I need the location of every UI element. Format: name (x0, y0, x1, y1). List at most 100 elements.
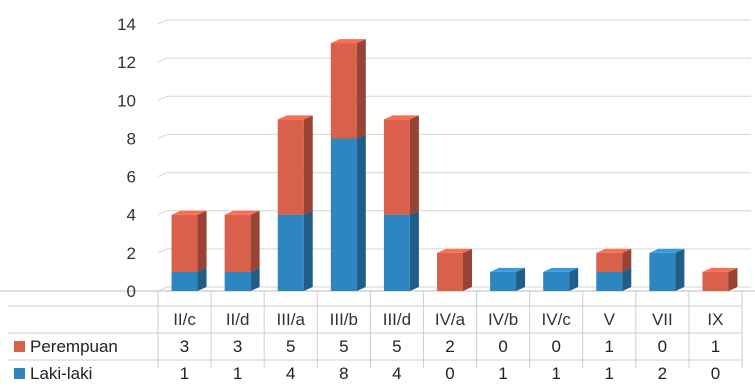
legend-perempuan: Perempuan (14, 337, 118, 356)
table-cell-value: 5 (392, 337, 401, 356)
legend-swatch (14, 341, 25, 352)
bar-side (197, 210, 207, 272)
x-category-label: III/b (330, 310, 358, 329)
bar-side (728, 267, 738, 291)
table-cell-value: 0 (445, 364, 454, 383)
bar-side (197, 267, 207, 291)
table-cell-value: 1 (180, 364, 189, 383)
bar-side (622, 248, 632, 272)
legend-laki-laki: Laki-laki (14, 364, 92, 383)
bar-front (171, 271, 198, 291)
bar-top (649, 248, 685, 253)
bar-side (516, 267, 526, 291)
y-tick-label: 6 (127, 168, 136, 187)
x-category-label: III/a (277, 310, 306, 329)
bar-laki-laki-iii-d (383, 210, 419, 291)
bar-perempuan-iii-a (277, 115, 313, 215)
bar-top (437, 248, 472, 253)
bar-top (702, 267, 738, 272)
gridline-side (157, 210, 168, 216)
table-cell-value: 4 (286, 364, 295, 383)
x-category-label: IV/b (488, 310, 518, 329)
bar-front (383, 214, 410, 291)
table-cell-value: 0 (711, 364, 720, 383)
bar-laki-laki-vii (649, 248, 685, 291)
bar-side (250, 267, 260, 291)
bar-front (596, 252, 623, 272)
y-tick-label: 8 (127, 129, 136, 148)
bar-front (224, 214, 251, 272)
table-cell-value: 5 (339, 337, 348, 356)
x-category-label: III/d (383, 310, 411, 329)
bar-laki-laki-iii-b (330, 134, 366, 291)
y-axis-ticks: 0 2 4 6 8 10 12 14 (117, 15, 136, 301)
x-category-label: IV/c (542, 310, 572, 329)
gridline-side (157, 248, 168, 254)
bar-side (250, 210, 260, 272)
bar-front (277, 119, 304, 215)
x-category-label: IX (707, 310, 723, 329)
bar-perempuan-iii-b (330, 39, 366, 139)
table-cell-value: 1 (498, 364, 507, 383)
gridline-side (157, 57, 168, 63)
bar-perempuan-ix (702, 267, 738, 291)
table-cell-value: 1 (605, 364, 614, 383)
bar-side (303, 115, 313, 215)
data-table: II/c II/d III/a III/b III/d IV/a IV/b IV/c V VII I… (8, 291, 743, 383)
bar-front (649, 252, 676, 291)
bar-top (277, 115, 313, 120)
bar-top (383, 115, 419, 120)
bar-side (569, 267, 579, 291)
bar-front (171, 214, 198, 272)
bar-perempuan-iii-d (383, 115, 419, 215)
legend-label: Laki-laki (30, 364, 92, 383)
bars (171, 39, 738, 291)
bar-front (330, 138, 357, 291)
bar-laki-laki-iv-c (543, 267, 579, 291)
table-cell-value: 5 (286, 337, 295, 356)
bar-front (702, 271, 729, 291)
gridline-side (157, 133, 168, 139)
bar-top (171, 210, 207, 215)
bar-front (543, 271, 570, 291)
bar-side (409, 210, 419, 291)
bar-top (224, 210, 260, 215)
gridline-side (157, 172, 168, 178)
y-tick-label: 0 (127, 282, 136, 301)
table-cell-value: 4 (392, 364, 401, 383)
x-category-label: II/d (226, 310, 250, 329)
bar-front (330, 43, 357, 139)
gridline-side (157, 286, 168, 292)
table-cell-value: 2 (445, 337, 454, 356)
table-cell-value: 1 (711, 337, 720, 356)
bar-front (383, 119, 410, 215)
bar-laki-laki-iii-a (277, 210, 313, 291)
y-tick-label: 4 (127, 206, 136, 225)
y-tick-label: 14 (117, 15, 136, 34)
gridline-side (157, 19, 168, 25)
legend-label: Perempuan (30, 337, 118, 356)
legend-swatch (14, 368, 25, 379)
x-category-label: VII (652, 310, 673, 329)
bar-front (596, 271, 623, 291)
table-cell-value: 1 (605, 337, 614, 356)
bar-perempuan-ii-c (171, 210, 207, 272)
table-cell-value: 8 (339, 364, 348, 383)
table-cell-value: 1 (233, 364, 242, 383)
bar-side (356, 39, 366, 139)
table-cell-value: 0 (658, 337, 667, 356)
table-cell-value: 2 (658, 364, 667, 383)
table-cell-value: 3 (180, 337, 189, 356)
bar-side (463, 248, 472, 291)
bar-perempuan-ii-d (224, 210, 260, 272)
bar-top (330, 39, 366, 44)
x-category-label: V (604, 310, 616, 329)
table-cell-value: 0 (498, 337, 507, 356)
bar-side (675, 248, 685, 291)
y-tick-label: 12 (117, 53, 136, 72)
bar-perempuan-iv-a (437, 248, 472, 291)
bar-top (596, 248, 632, 253)
bar-front (277, 214, 304, 291)
y-tick-label: 10 (117, 91, 136, 110)
